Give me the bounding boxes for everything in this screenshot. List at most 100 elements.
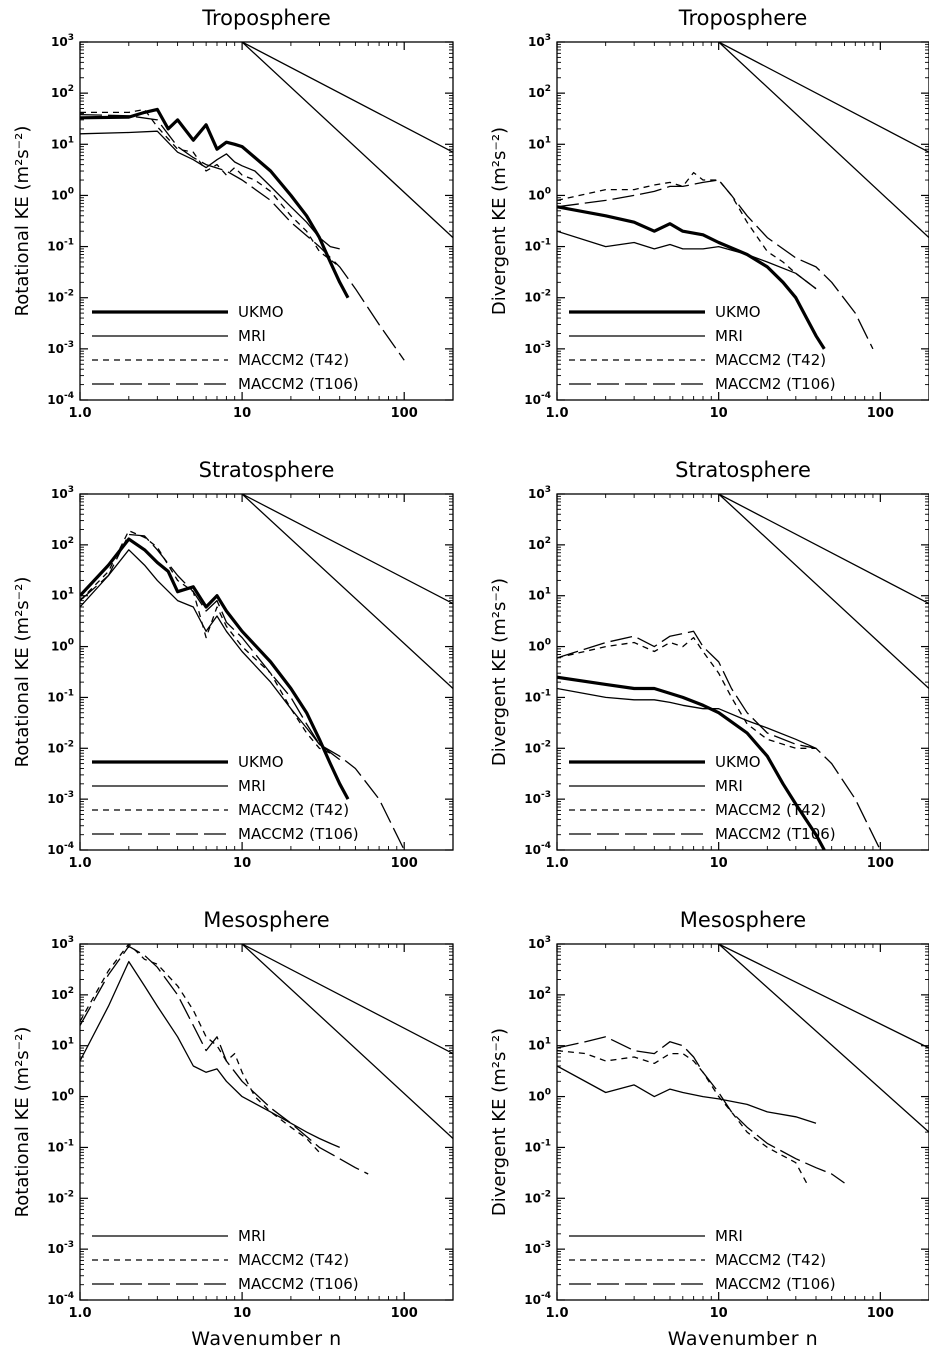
y-tick-label: 103 [51, 935, 74, 951]
y-tick-label: 101 [528, 135, 551, 151]
x-tick-label: 10 [233, 1306, 251, 1321]
reference-slope-line [718, 944, 929, 1133]
series-line-maccm2-t106 [80, 533, 405, 850]
reference-slope-line [241, 944, 453, 1139]
y-tick-label: 10-3 [524, 340, 551, 356]
chart-title: Troposphere [201, 6, 331, 30]
series-line-ukmo [80, 537, 350, 800]
plot-frame [556, 493, 929, 851]
series-line-mri [557, 1065, 817, 1124]
x-tick-label: 100 [867, 1306, 894, 1321]
reference-slope-line [241, 494, 453, 689]
legend-label: MACCM2 (T106) [238, 375, 359, 393]
y-tick-label: 10-1 [47, 238, 74, 254]
legend-label: MACCM2 (T106) [715, 375, 836, 393]
legend-label: MACCM2 (T42) [238, 1251, 349, 1269]
y-tick-label: 102 [528, 84, 551, 100]
chart-title: Mesosphere [203, 908, 329, 932]
legend-label: MRI [238, 1227, 266, 1245]
series-line-maccm2-t106 [557, 630, 881, 850]
x-tick-label: 1.0 [545, 406, 568, 421]
y-tick-label: 102 [51, 84, 74, 100]
x-tick-label: 1.0 [68, 1306, 91, 1321]
y-tick-label: 10-2 [524, 739, 551, 755]
x-tick-label: 1.0 [68, 856, 91, 871]
y-tick-label: 10-4 [47, 1291, 74, 1307]
x-tick-label: 10 [710, 1306, 728, 1321]
y-axis-label: Rotational KE (m²s⁻²) [12, 1027, 33, 1218]
y-tick-label: 103 [51, 485, 74, 501]
series-line-maccm2-t42 [80, 944, 320, 1153]
y-tick-label: 10-1 [524, 688, 551, 704]
y-tick-label: 103 [528, 33, 551, 49]
plot-frame [79, 41, 454, 401]
legend-label: MACCM2 (T42) [238, 801, 349, 819]
chart-title: Troposphere [678, 6, 808, 30]
series-line-mri [557, 687, 817, 749]
y-tick-label: 10-1 [524, 1138, 551, 1154]
series-line-mri [80, 960, 340, 1148]
y-tick-label: 10-4 [47, 841, 74, 857]
legend-label: MACCM2 (T106) [238, 825, 359, 843]
reference-slope-line [241, 944, 453, 1055]
legend-label: MRI [238, 777, 266, 795]
panel-1: Troposphere Divergent KE (m²s⁻²) 10-4 10-3 1… [489, 6, 929, 421]
y-tick-label: 100 [51, 1088, 74, 1104]
y-tick-label: 10-2 [47, 289, 74, 305]
x-axis-label: Wavenumber n [668, 1328, 818, 1350]
y-tick-label: 10-3 [524, 1240, 551, 1256]
series-line-maccm2-t42 [80, 108, 341, 268]
series-line-maccm2-t42 [80, 530, 331, 754]
chart-title: Stratosphere [675, 458, 811, 482]
y-tick-label: 102 [528, 986, 551, 1002]
y-tick-label: 103 [528, 485, 551, 501]
reference-slope-line [241, 42, 453, 239]
legend-label: MRI [238, 327, 266, 345]
legend-label: MACCM2 (T42) [715, 1251, 826, 1269]
series-line-ukmo [80, 107, 350, 299]
y-tick-label: 10-3 [47, 340, 74, 356]
series-line-mri [80, 549, 341, 761]
y-tick-label: 103 [528, 935, 551, 951]
reference-slope-line [718, 494, 929, 689]
y-tick-label: 10-4 [524, 841, 551, 857]
series-line-mri [557, 230, 817, 290]
x-tick-label: 1.0 [68, 406, 91, 421]
y-tick-label: 102 [528, 536, 551, 552]
x-tick-label: 100 [391, 1306, 418, 1321]
legend-label: MACCM2 (T42) [238, 351, 349, 369]
plot-frame [556, 41, 929, 401]
reference-slope-line [718, 42, 929, 153]
reference-slope-line [241, 42, 453, 153]
legend-label: MRI [715, 777, 743, 795]
x-tick-label: 100 [867, 406, 894, 421]
y-tick-label: 10-4 [524, 391, 551, 407]
series-line-mri [80, 130, 340, 250]
reference-slope-line [241, 494, 453, 605]
y-tick-label: 103 [51, 33, 74, 49]
legend-label: MACCM2 (T106) [238, 1275, 359, 1293]
panel-4: Mesosphere Rotational KE (m²s⁻²) 10-4 10-3 1… [12, 908, 454, 1321]
panel-5: Mesosphere Divergent KE (m²s⁻²) 10-4 10-3 10… [489, 908, 929, 1321]
y-tick-label: 101 [51, 135, 74, 151]
legend-label: UKMO [715, 753, 761, 771]
legend-label: UKMO [238, 753, 284, 771]
y-tick-label: 10-2 [524, 1189, 551, 1205]
legend-label: MACCM2 (T42) [715, 351, 826, 369]
y-tick-label: 102 [51, 536, 74, 552]
y-tick-label: 10-3 [47, 1240, 74, 1256]
y-tick-label: 100 [528, 638, 551, 654]
y-tick-label: 10-4 [524, 1291, 551, 1307]
legend-label: MACCM2 (T106) [715, 1275, 836, 1293]
y-tick-label: 101 [51, 587, 74, 603]
y-tick-label: 10-2 [524, 289, 551, 305]
x-tick-label: 1.0 [545, 1306, 568, 1321]
reference-slope-line [718, 494, 929, 605]
x-tick-label: 1.0 [545, 856, 568, 871]
y-tick-label: 10-1 [47, 1138, 74, 1154]
panel-3: Stratosphere Divergent KE (m²s⁻²) 10-4 10-3… [489, 458, 929, 871]
x-tick-label: 100 [391, 856, 418, 871]
legend-label: MRI [715, 1227, 743, 1245]
y-axis-label: Divergent KE (m²s⁻²) [489, 127, 510, 315]
legend-label: MACCM2 (T42) [715, 801, 826, 819]
